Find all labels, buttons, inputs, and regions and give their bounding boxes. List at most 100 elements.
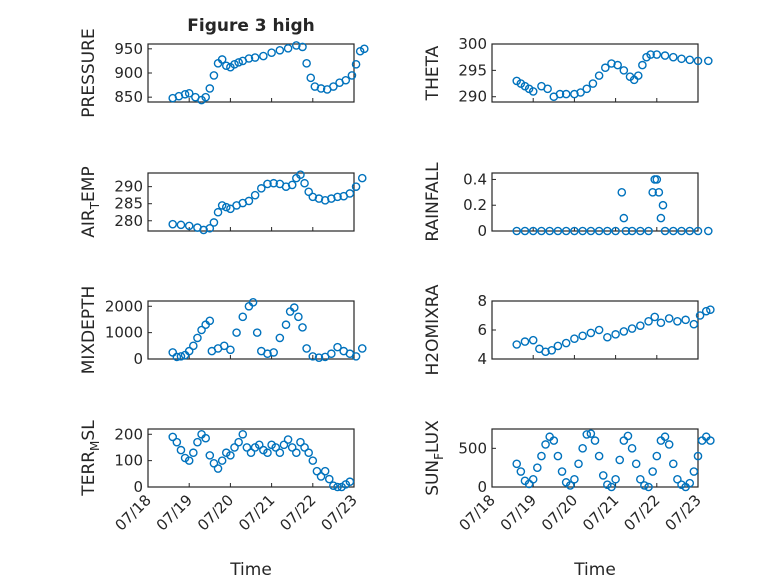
data-point [627,324,637,333]
data-point [664,314,674,323]
data-point [619,66,629,75]
data-point [553,341,563,351]
x-tick-label: 07/20 [194,491,237,534]
data-point [636,321,645,330]
panel-rainfall: 0 0.2 0.4 RAINFALL [423,162,713,242]
data-point [217,201,227,210]
panel-theta: 290 295 300 THETA [423,35,713,106]
data-point [230,60,239,69]
data-point [654,188,664,197]
data-point [598,471,608,480]
data-point [578,331,587,341]
data-point [516,467,526,476]
data-point [259,51,268,61]
data-point [673,316,682,326]
y-tick-label: 900 [114,64,143,82]
data-point [234,58,243,67]
data-point [685,55,695,65]
data-point [615,455,625,465]
data-point [244,54,254,63]
y-tick-label: 0 [477,478,487,496]
y-tick-label: 4 [477,350,487,368]
data-point [351,352,361,361]
data-point [668,52,678,62]
y-axis-label: MIXDEPTH [79,286,99,375]
data-point [250,190,260,200]
data-point [695,311,705,320]
data-point [234,437,243,447]
data-point [601,63,610,73]
data-point [528,226,538,236]
data-point [594,325,604,335]
data-point [263,448,272,458]
data-point [648,188,657,197]
y-tick-label: 280 [114,212,143,230]
data-point [201,433,210,443]
data-point [246,448,256,458]
x-tick-label: 07/19 [497,491,540,534]
data-point [704,56,713,66]
data-point [298,323,307,332]
y-tick-label: 285 [114,195,143,213]
data-point [633,71,643,80]
data-point [312,466,322,476]
data-point [574,459,583,469]
data-point [594,451,604,461]
data-point [607,482,616,492]
data-point [329,481,338,490]
data-point [302,59,311,68]
data-point [184,221,194,231]
data-point [316,84,326,93]
data-point [660,226,670,236]
y-tick-label: 0.2 [463,196,487,214]
panel-mixdepth: 0 1000 2000 MIXDEPTH [79,286,367,375]
data-point [271,443,281,452]
data-point [520,226,530,236]
data-point [347,71,357,80]
data-point [644,482,653,492]
data-point [300,178,309,188]
data-point [603,226,612,236]
y-tick-label: 290 [458,88,487,106]
data-point [528,335,538,345]
data-point [590,436,600,445]
data-point [704,226,713,236]
data-point [553,226,563,236]
y-tick-label: 200 [114,425,143,443]
plot-frame [147,300,355,360]
data-point [316,472,326,481]
x-tick-label: 07/23 [662,491,705,534]
plot-frame [147,43,355,103]
data-point [308,456,318,465]
y-tick-label: 2000 [105,297,143,315]
data-point [176,220,186,230]
data-point [541,440,550,449]
x-tick-label: 07/21 [579,491,622,534]
data-point [660,51,670,60]
data-point [327,349,336,359]
data-point [638,60,647,70]
data-point [287,443,297,452]
data-point [242,443,252,452]
data-point [689,467,699,476]
x-tick-label: 07/22 [620,491,663,534]
x-tick-label: 07/18 [456,491,499,534]
data-point [570,89,579,99]
data-point [627,444,637,453]
data-point [611,226,620,236]
data-point [611,474,620,484]
x-tick-label: 07/22 [276,491,319,534]
data-point [275,333,285,343]
data-point [594,226,604,236]
data-point [706,305,715,315]
data-point [664,440,674,449]
data-point [168,432,178,442]
data-point [570,226,579,236]
data-point [586,226,596,236]
data-point [351,60,361,69]
data-point [238,312,248,322]
